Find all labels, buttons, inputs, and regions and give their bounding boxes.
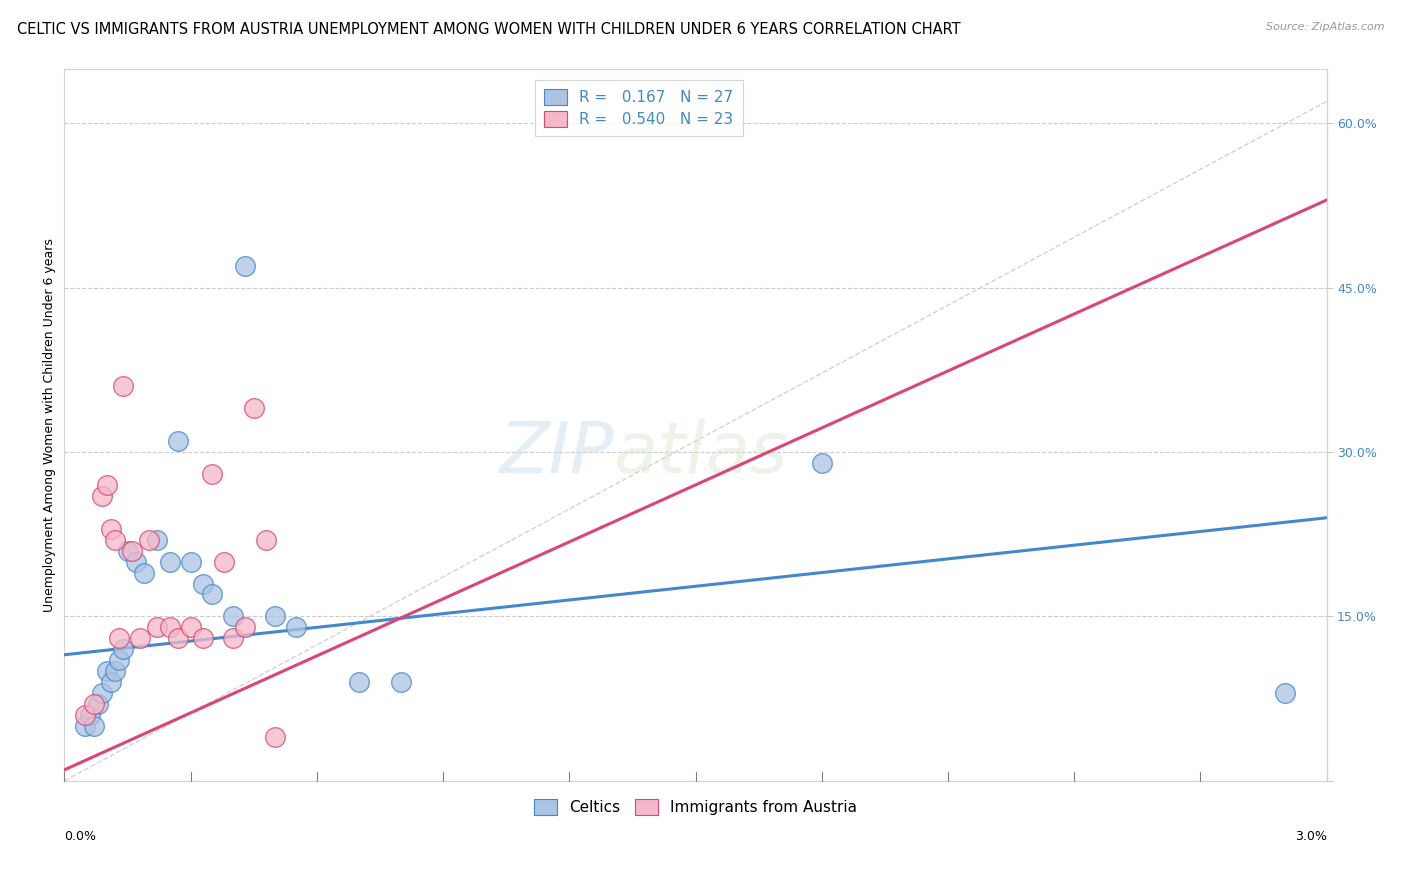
Point (201, 587, 224, 601)
Point (193, 576, 215, 591)
Point (83, 697, 105, 711)
Text: CELTIC VS IMMIGRANTS FROM AUSTRIA UNEMPLOYMENT AMONG WOMEN WITH CHILDREN UNDER 6: CELTIC VS IMMIGRANTS FROM AUSTRIA UNEMPL… (17, 22, 960, 37)
Point (104, 664, 127, 678)
Point (146, 533, 169, 547)
Point (242, 401, 264, 416)
Point (100, 675, 122, 690)
Point (75, 708, 97, 723)
Y-axis label: Unemployment Among Women with Children Under 6 years: Unemployment Among Women with Children U… (44, 237, 56, 612)
Point (254, 533, 277, 547)
Point (87, 697, 110, 711)
Point (125, 555, 148, 569)
Text: 3.0%: 3.0% (1295, 830, 1327, 843)
Point (108, 632, 131, 646)
Point (810, 456, 832, 470)
Point (347, 675, 370, 690)
Point (138, 533, 160, 547)
Point (193, 632, 215, 646)
Point (180, 620, 202, 634)
Point (91, 686, 114, 700)
Point (389, 675, 412, 690)
Point (100, 522, 122, 536)
Point (83, 719, 105, 733)
Point (96, 478, 118, 492)
Point (263, 730, 285, 744)
Point (146, 620, 169, 634)
Point (108, 653, 131, 667)
Point (167, 434, 190, 448)
Point (75, 719, 97, 733)
Text: ZIP: ZIP (499, 418, 613, 488)
Point (284, 620, 307, 634)
Point (121, 543, 143, 558)
Point (263, 609, 285, 624)
Point (112, 379, 135, 393)
Point (159, 620, 181, 634)
Point (214, 555, 236, 569)
Text: atlas: atlas (613, 418, 789, 488)
Point (167, 632, 190, 646)
Point (222, 632, 245, 646)
Point (235, 620, 257, 634)
Point (1274, 686, 1296, 700)
Point (180, 555, 202, 569)
Point (79, 708, 101, 723)
Point (159, 555, 181, 569)
Point (134, 566, 156, 580)
Text: 0.0%: 0.0% (65, 830, 97, 843)
Point (235, 259, 257, 273)
Legend: Celtics, Immigrants from Austria: Celtics, Immigrants from Austria (526, 792, 865, 823)
Point (96, 664, 118, 678)
Point (201, 467, 224, 481)
Point (91, 489, 114, 503)
Point (129, 632, 152, 646)
Point (117, 543, 139, 558)
Text: Source: ZipAtlas.com: Source: ZipAtlas.com (1267, 22, 1385, 32)
Point (104, 533, 127, 547)
Point (222, 609, 245, 624)
Point (112, 642, 135, 657)
